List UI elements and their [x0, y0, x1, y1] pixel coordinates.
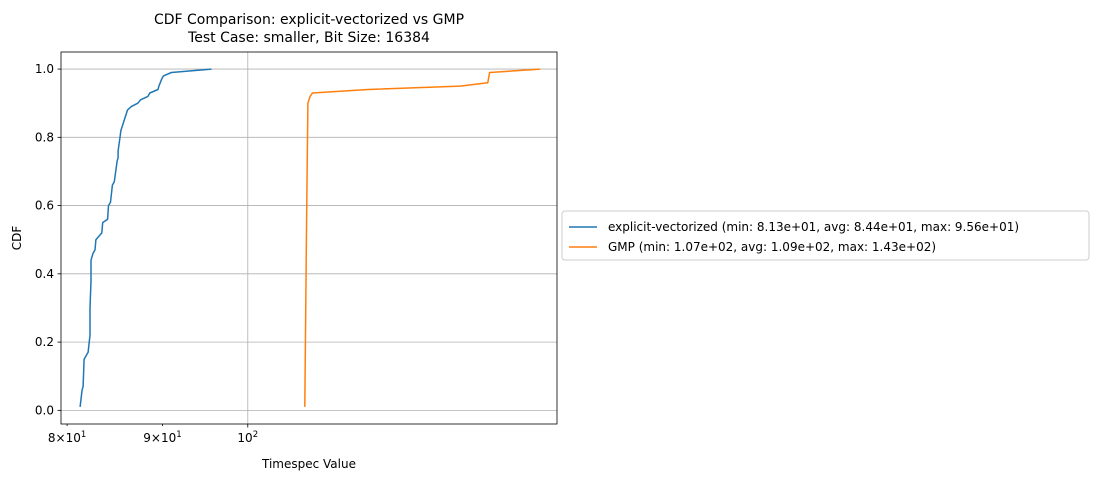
y-axis: 0.0 0.2 0.4 0.6 0.8 1.0	[35, 62, 61, 417]
x-tick-pow: 10	[66, 431, 81, 445]
y-tick-label: 0.6	[35, 199, 54, 213]
y-tick-label: 1.0	[35, 62, 54, 76]
series-line-0	[79, 68, 212, 407]
legend-label-1: GMP (min: 1.07e+02, avg: 1.09e+02, max: …	[608, 240, 936, 254]
y-tick-label: 0.2	[35, 335, 54, 349]
legend-label-0: explicit-vectorized (min: 8.13e+01, avg:…	[608, 220, 1019, 234]
chart-title: CDF Comparison: explicit-vectorized vs G…	[154, 12, 464, 28]
x-tick-label: 9×101	[143, 430, 181, 445]
x-tick-mult: ×	[56, 431, 66, 445]
x-axis-label: Timespec Value	[261, 457, 356, 471]
series-line-1	[304, 68, 541, 407]
y-axis-label: CDF	[10, 226, 24, 251]
legend: explicit-vectorized (min: 8.13e+01, avg:…	[561, 210, 1090, 261]
x-tick-exp: 1	[176, 430, 181, 440]
plot-area	[61, 52, 557, 424]
chart-subtitle: Test Case: smaller, Bit Size: 16384	[187, 30, 430, 46]
x-tick-exp: 2	[253, 430, 258, 440]
x-tick-pow: 10	[237, 431, 252, 445]
x-tick-mult: ×	[151, 431, 161, 445]
plot-frame	[60, 51, 558, 425]
x-tick-label: 8×101	[48, 430, 86, 445]
y-tick-label: 0.4	[35, 267, 54, 281]
legend-box	[561, 210, 1090, 261]
x-tick-base: 8	[48, 431, 56, 445]
grid	[61, 52, 557, 424]
x-tick-base: 9	[143, 431, 151, 445]
y-tick-label: 0.8	[35, 130, 54, 144]
x-axis: 8×101 9×101 102	[48, 424, 258, 445]
x-tick-exp: 1	[81, 430, 86, 440]
x-tick-pow: 10	[161, 431, 176, 445]
x-tick-label: 102	[237, 430, 258, 445]
y-tick-label: 0.0	[35, 403, 54, 417]
series-layer	[79, 68, 541, 407]
